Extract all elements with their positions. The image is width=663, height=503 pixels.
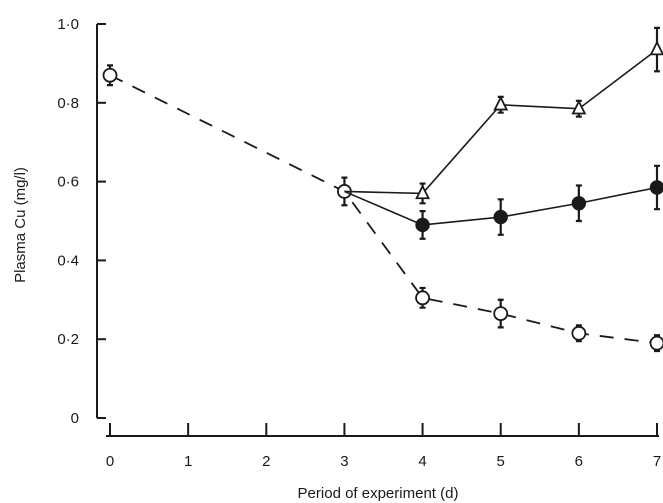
data-point-open-triangle — [493, 95, 509, 111]
data-point-open-circle — [102, 67, 118, 83]
y-tick-label: 0 — [71, 410, 79, 427]
data-point-open-circle — [493, 306, 509, 321]
data-point-open-circle — [571, 325, 587, 341]
x-tick-label: 4 — [418, 453, 426, 470]
series-open-triangle — [344, 26, 663, 205]
x-tick-label: 3 — [340, 453, 348, 470]
data-point-open-circle — [415, 290, 430, 306]
x-axis-title: Period of experiment (d) — [298, 485, 459, 502]
x-ticks: 0 1 2 3 4 5 6 7 — [106, 423, 661, 470]
y-tick-label: 0·2 — [57, 331, 79, 348]
series-filled-circle — [344, 164, 663, 240]
data-point-filled-circle — [649, 180, 663, 195]
y-axis: 0 0·2 0·4 0·6 0·8 1·0 — [57, 16, 106, 427]
y-tick-label: 0·4 — [57, 252, 79, 269]
series-line — [344, 48, 658, 195]
x-axis: 0 1 2 3 4 5 6 7 — [106, 423, 661, 470]
series-line — [109, 74, 658, 345]
data-point-filled-circle — [493, 209, 508, 225]
data-point-open-triangle — [649, 40, 663, 56]
y-tick-label: 0·6 — [57, 174, 79, 191]
x-tick-label: 5 — [497, 453, 505, 470]
x-tick-label: 7 — [653, 453, 661, 470]
data-point-filled-circle — [571, 196, 587, 211]
x-tick-label: 2 — [262, 453, 270, 470]
data-point-open-triangle — [571, 99, 587, 115]
x-tick-label: 1 — [184, 453, 192, 470]
y-tick-label: 1·0 — [57, 16, 79, 33]
data-point-open-circle — [649, 335, 663, 351]
data-point-filled-circle — [415, 217, 430, 233]
series-layer — [102, 26, 663, 353]
y-axis-title: Plasma Cu (mg/l) — [12, 167, 29, 283]
data-point-open-triangle — [415, 184, 431, 200]
y-tick-label: 0·8 — [57, 95, 79, 112]
x-tick-label: 0 — [106, 453, 114, 470]
x-tick-label: 6 — [575, 453, 583, 470]
y-ticks: 0 0·2 0·4 0·6 0·8 1·0 — [57, 16, 106, 427]
